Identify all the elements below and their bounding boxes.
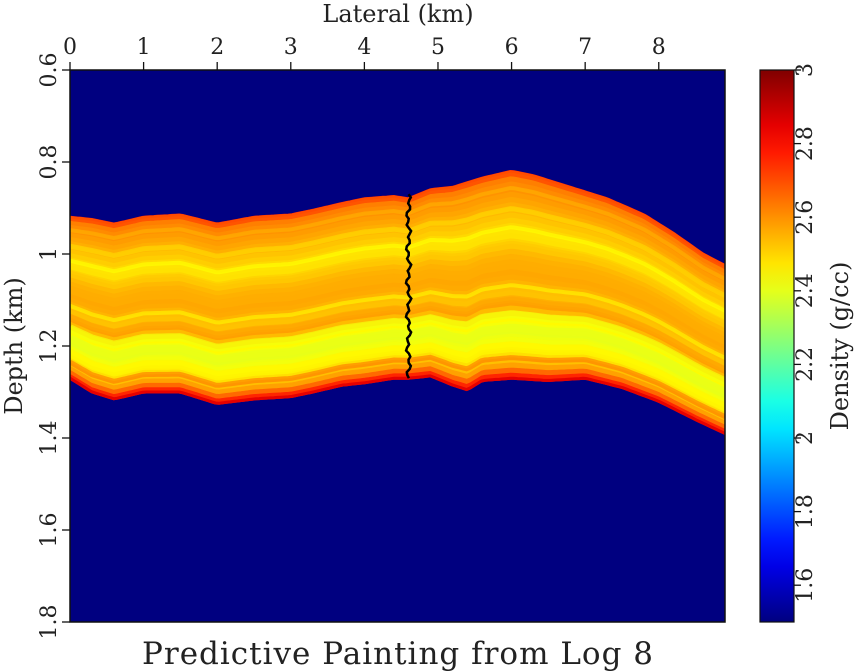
y-tick-label: 1.2 — [37, 329, 62, 364]
layer-stripes — [70, 170, 725, 435]
y-tick-label: 1.6 — [37, 513, 62, 548]
colorbar-tick-label: 2.4 — [793, 273, 818, 308]
y-tick-label: 1.4 — [37, 421, 62, 456]
x-tick-label: 2 — [210, 35, 224, 60]
colorbar-tick-label: 2.6 — [793, 200, 818, 235]
colorbar-ticks: 1.6 1.8 2 2.2 2.4 2.6 2.8 3 — [793, 63, 818, 603]
layer-base-edge — [70, 374, 725, 435]
layer-stripe — [70, 264, 725, 345]
layer-stripe — [70, 354, 725, 419]
y-axis-title: Depth (km) — [0, 277, 28, 415]
y-tick-label: 0.8 — [37, 145, 62, 180]
layer-stripe — [70, 240, 725, 327]
colorbar-ramp — [759, 69, 795, 623]
colorbar: 1.6 1.8 2 2.2 2.4 2.6 2.8 3 Density (g/cc) — [759, 63, 854, 623]
x-tick-label: 7 — [578, 35, 592, 60]
x-tick-label: 3 — [284, 35, 298, 60]
y-tick-label: 1.8 — [37, 605, 62, 640]
layer-top-edge — [70, 170, 725, 267]
layer-stripe — [70, 283, 725, 360]
plot-area: 0 1 2 3 4 5 6 7 8 0.6 0.8 1 1.2 1.4 1.6 1.8 — [37, 35, 726, 640]
layer-stripe — [70, 323, 725, 398]
layer-stripe — [70, 341, 725, 411]
colorbar-title: Density (g/cc) — [826, 262, 854, 431]
colorbar-tick-label: 3 — [793, 63, 818, 77]
x-axis-ticks: 0 1 2 3 4 5 6 7 8 — [63, 35, 666, 70]
colorbar-tick-label: 2.8 — [793, 126, 818, 161]
y-tick-label: 0.6 — [37, 53, 62, 88]
well-log-trace — [404, 193, 413, 379]
colorbar-tick-label: 1.6 — [793, 568, 818, 603]
y-tick-label: 1 — [37, 247, 62, 261]
x-tick-label: 0 — [63, 35, 77, 60]
layer-stripe — [70, 206, 725, 298]
x-tick-label: 4 — [357, 35, 371, 60]
colorbar-tick-label: 2.2 — [793, 347, 818, 382]
layer-stripe — [70, 310, 725, 385]
layer-stripe — [70, 185, 725, 281]
x-tick-label: 8 — [652, 35, 666, 60]
layer-stripe — [70, 225, 725, 313]
x-tick-label: 1 — [137, 35, 151, 60]
layer-stripe — [70, 296, 725, 373]
x-axis-title: Lateral (km) — [322, 0, 473, 28]
y-axis-ticks: 0.6 0.8 1 1.2 1.4 1.6 1.8 — [37, 53, 70, 640]
x-tick-label: 6 — [505, 35, 519, 60]
x-tick-label: 5 — [431, 35, 445, 60]
colorbar-tick-label: 2 — [793, 431, 818, 445]
chart-title: Predictive Painting from Log 8 — [142, 636, 654, 671]
colorbar-tick-label: 1.8 — [793, 494, 818, 529]
